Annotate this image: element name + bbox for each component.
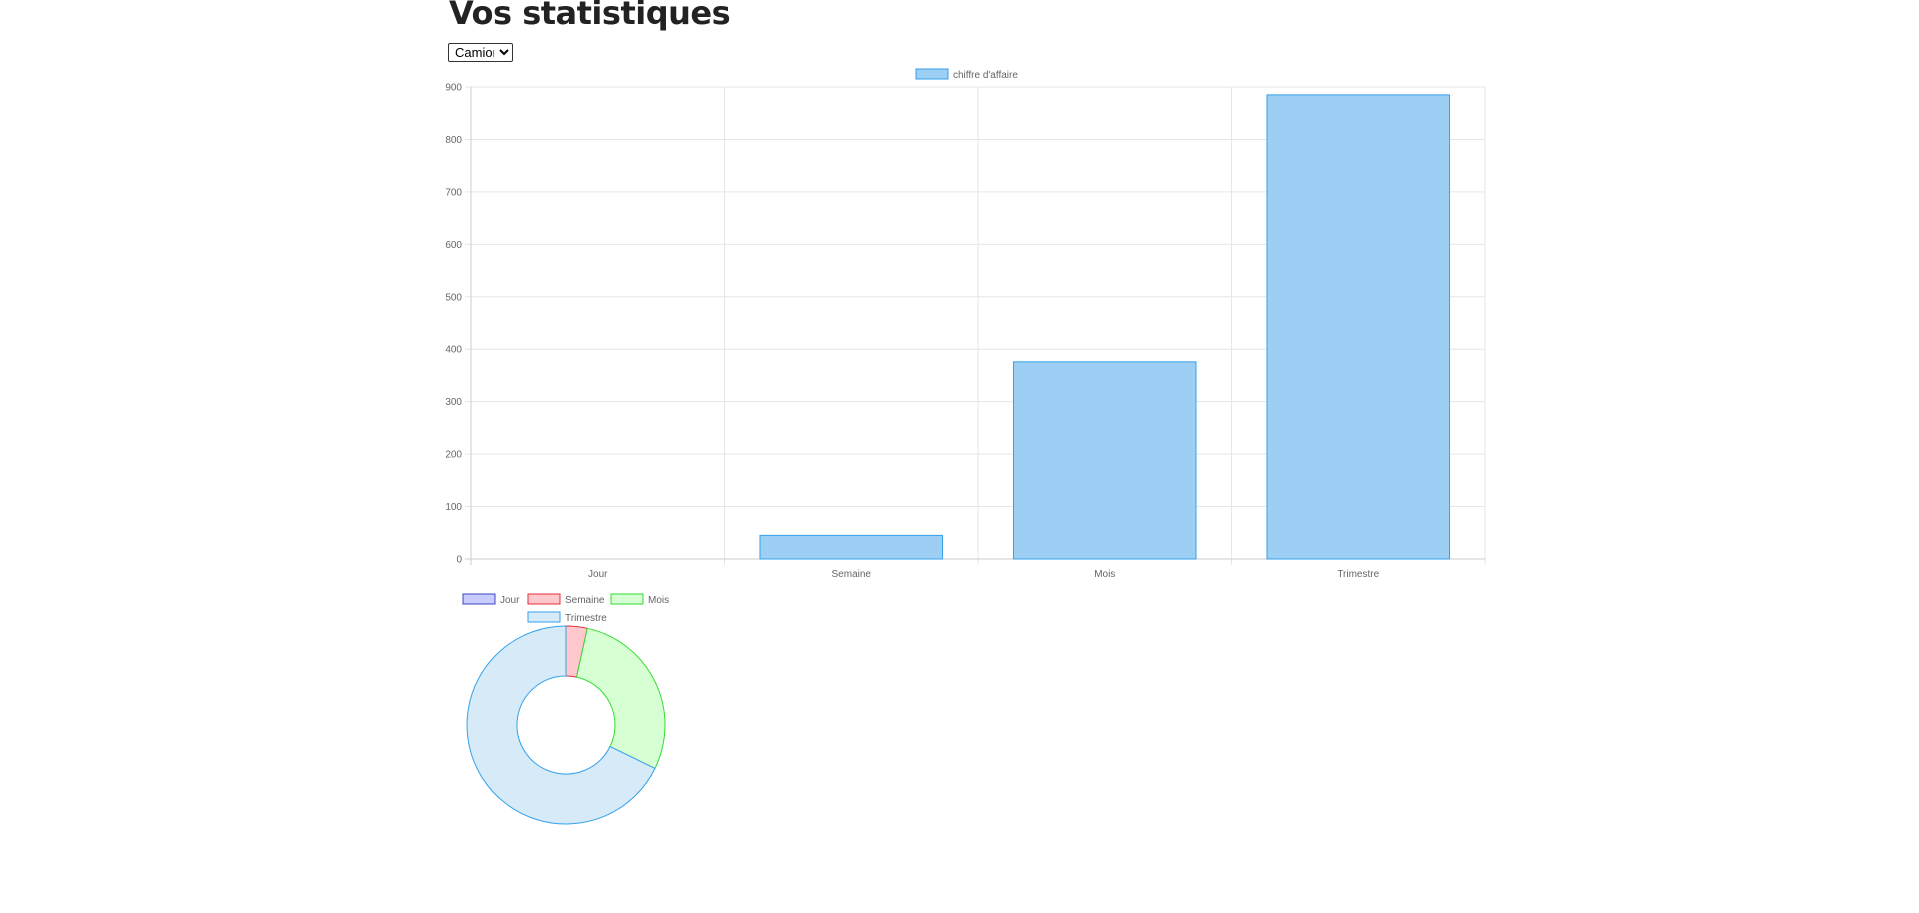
y-tick-label: 600	[445, 240, 462, 251]
legend-swatch-jour	[462, 593, 496, 605]
bar-chart-x-ticks: Jour Semaine Mois Trimestre	[588, 569, 1380, 580]
x-tick-label: Trimestre	[1337, 569, 1379, 580]
donut-chart: Jour Semaine Mois Trimestre	[462, 593, 669, 825]
bar-chart-y-ticks: 0 100 200 300 400 500 600 700 800 900	[445, 83, 462, 566]
donut-slice-trimestre	[466, 625, 656, 825]
legend-label-chiffre: chiffre d'affaire	[953, 70, 1018, 81]
legend-swatch-mois	[610, 593, 644, 605]
bar-chart-legend[interactable]: chiffre d'affaire	[915, 68, 1018, 81]
legend-swatch-trimestre	[527, 611, 561, 623]
y-tick-label: 500	[445, 292, 462, 303]
donut-chart-legend[interactable]: Jour Semaine Mois Trimestre	[462, 593, 669, 624]
page-title: Vos statistiques	[449, 0, 731, 32]
y-tick-label: 100	[445, 502, 462, 513]
bar-trimestre	[1266, 94, 1451, 560]
legend-label-semaine: Semaine	[565, 595, 605, 606]
donut-chart-slices	[466, 625, 666, 825]
bar-mois	[1012, 361, 1197, 560]
y-tick-label: 300	[445, 397, 462, 408]
y-tick-label: 0	[456, 555, 462, 566]
bar-chart-bars	[759, 94, 1451, 560]
legend-label-jour: Jour	[500, 595, 520, 606]
y-tick-label: 700	[445, 187, 462, 198]
bar-chart: 0 100 200 300 400 500 600 700 800 900 Jour Semaine…	[445, 68, 1486, 580]
legend-swatch-semaine	[527, 593, 561, 605]
x-tick-label: Jour	[588, 569, 608, 580]
bar-semaine	[759, 534, 944, 560]
y-tick-label: 200	[445, 450, 462, 461]
y-tick-label: 800	[445, 135, 462, 146]
legend-label-mois: Mois	[648, 595, 669, 606]
y-tick-label: 400	[445, 345, 462, 356]
x-tick-label: Semaine	[832, 569, 872, 580]
legend-swatch-chiffre	[915, 68, 949, 80]
vehicle-select[interactable]: Camion	[448, 43, 513, 62]
y-tick-label: 900	[445, 83, 462, 94]
donut-slice-mois	[575, 627, 666, 770]
legend-label-trimestre: Trimestre	[565, 613, 607, 624]
x-tick-label: Mois	[1094, 569, 1115, 580]
